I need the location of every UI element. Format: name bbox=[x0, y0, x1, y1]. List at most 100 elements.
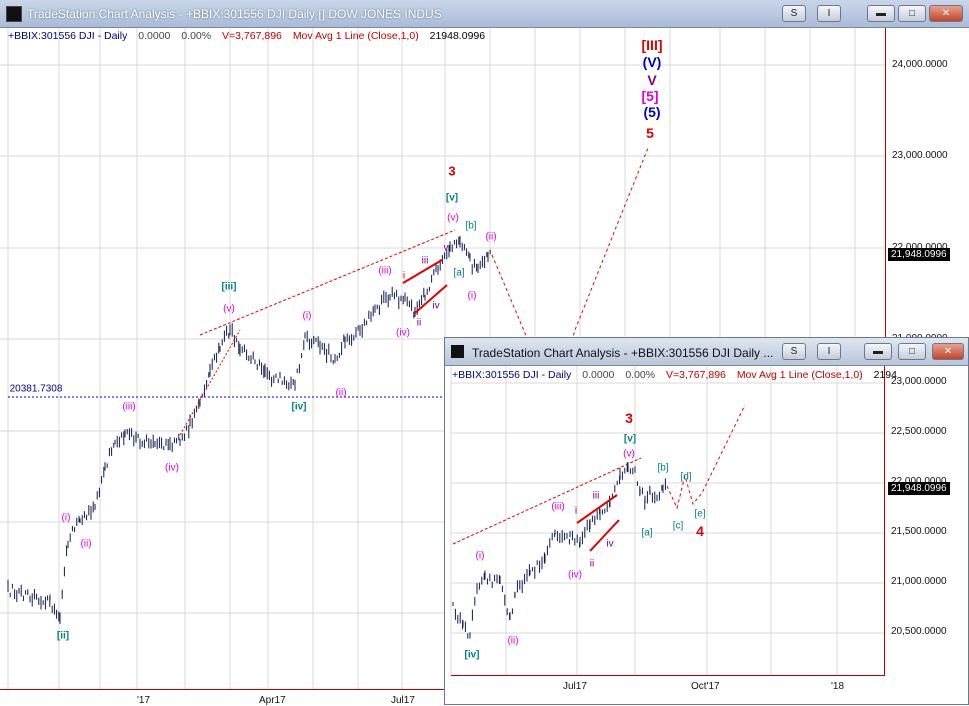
wave-label: (iii) bbox=[122, 401, 136, 413]
inset-minimize-button[interactable]: ▬ bbox=[864, 343, 892, 360]
y-tick: 22,000.0000 bbox=[892, 242, 948, 253]
legend-change: 0.0000 bbox=[138, 30, 171, 42]
channel-line bbox=[199, 229, 456, 336]
wave-label: (iii) bbox=[551, 501, 565, 513]
horizontal-level-label: 20381.7308 bbox=[9, 383, 63, 395]
y-tick: 24,000.0000 bbox=[892, 59, 948, 70]
wave-label: [c] bbox=[672, 520, 684, 532]
channel-line bbox=[452, 457, 642, 545]
wave-label: [a] bbox=[453, 267, 465, 279]
inset-trendlines bbox=[452, 404, 746, 552]
x-tick: '17 bbox=[137, 695, 151, 706]
legend-pct: 0.00% bbox=[181, 30, 212, 42]
last-price-marker: 21,948.0996 bbox=[888, 248, 950, 261]
main-time-axis-line bbox=[0, 689, 885, 690]
main-title-bar[interactable]: TradeStation Chart Analysis - +BBIX:3015… bbox=[0, 0, 969, 28]
wave-label: [v] bbox=[623, 433, 637, 445]
symbol-link-button[interactable]: S bbox=[782, 5, 806, 22]
wave-label: [e] bbox=[694, 508, 706, 520]
wave-label: [a] bbox=[641, 527, 653, 539]
inset-price-bars bbox=[452, 462, 666, 639]
wave-label: (ii) bbox=[335, 387, 347, 399]
x-tick: Apr17 bbox=[259, 695, 286, 706]
inset-x-tick: Oct'17 bbox=[691, 681, 720, 692]
wave-label: (ii) bbox=[507, 635, 519, 647]
inset-y-tick: 21,000.0000 bbox=[891, 576, 947, 587]
channel-line bbox=[179, 329, 241, 436]
wave-label: [iv] bbox=[291, 401, 307, 413]
wave-label: (v) bbox=[223, 303, 235, 315]
inset-legend-change: 0.0000 bbox=[582, 369, 615, 381]
wave-label: [ii] bbox=[56, 630, 70, 642]
inset-maximize-button[interactable]: □ bbox=[898, 343, 926, 360]
inset-time-axis-line bbox=[451, 675, 884, 676]
wedge-lower-line bbox=[414, 284, 448, 314]
wave-label: (iv) bbox=[165, 462, 179, 474]
inset-title-bar[interactable]: TradeStation Chart Analysis - +BBIX:3015… bbox=[445, 338, 968, 366]
inset-app-icon bbox=[451, 345, 464, 358]
inset-close-button[interactable]: ✕ bbox=[932, 343, 964, 360]
wave-label: 4 bbox=[696, 523, 704, 539]
inset-legend-pct: 0.00% bbox=[625, 369, 656, 381]
wave-label: [v] bbox=[445, 192, 459, 204]
inset-indicator-button[interactable]: I bbox=[817, 343, 841, 360]
inset-price-chart[interactable] bbox=[445, 338, 969, 705]
wave-label: (5) bbox=[643, 104, 661, 120]
wave-label: i bbox=[402, 270, 406, 282]
inset-legend-last: 2194 bbox=[873, 369, 897, 381]
wave-label: (v) bbox=[623, 448, 635, 460]
wave-label: [d] bbox=[680, 471, 692, 483]
wave-label: [b] bbox=[657, 462, 669, 474]
inset-chart-window[interactable]: TradeStation Chart Analysis - +BBIX:3015… bbox=[444, 337, 969, 705]
wedge-lower-line bbox=[589, 519, 620, 552]
y-tick: 23,000.0000 bbox=[892, 150, 948, 161]
x-tick: Jul17 bbox=[391, 695, 415, 706]
wave-label: (i) bbox=[475, 550, 485, 562]
projection-path bbox=[666, 404, 746, 510]
wave-label: iv bbox=[432, 300, 440, 312]
maximize-button[interactable]: □ bbox=[898, 5, 926, 22]
wave-label: ii bbox=[589, 558, 595, 570]
main-legend: +BBIX:301556 DJI - Daily 0.0000 0.00% V=… bbox=[8, 30, 493, 42]
wave-label: i bbox=[574, 505, 578, 517]
close-button[interactable]: ✕ bbox=[929, 5, 963, 22]
inset-legend-volume: V=3,767,896 bbox=[666, 369, 726, 381]
wave-label: 3 bbox=[625, 410, 633, 426]
wedge-upper-line bbox=[576, 494, 618, 524]
wave-label: 3 bbox=[448, 163, 456, 179]
inset-price-axis-line bbox=[884, 366, 885, 676]
wave-label: [III] bbox=[641, 37, 663, 53]
wave-label: 5 bbox=[646, 125, 654, 141]
wave-label: [iii] bbox=[221, 281, 237, 293]
minimize-button[interactable]: ▬ bbox=[867, 5, 895, 22]
inset-symbol-link-button[interactable]: S bbox=[782, 343, 806, 360]
wave-label: (V) bbox=[642, 54, 662, 70]
inset-y-tick: 22,000.0000 bbox=[891, 476, 947, 487]
inset-legend-symbol: +BBIX:301556 DJI - Daily bbox=[452, 369, 572, 381]
wave-label: (iv) bbox=[568, 569, 582, 581]
wave-label: ii bbox=[416, 317, 422, 329]
inset-legend: +BBIX:301556 DJI - Daily 0.0000 0.00% V=… bbox=[452, 369, 905, 381]
inset-legend-indicator: Mov Avg 1 Line (Close,1,0) bbox=[736, 369, 863, 381]
wave-label: v bbox=[443, 242, 449, 254]
window-title: TradeStation Chart Analysis - +BBIX:3015… bbox=[27, 7, 442, 21]
wave-label: (i) bbox=[61, 512, 71, 524]
legend-symbol: +BBIX:301556 DJI - Daily bbox=[8, 30, 128, 42]
inset-x-tick: '18 bbox=[831, 681, 845, 692]
legend-volume: V=3,767,896 bbox=[222, 30, 282, 42]
wave-label: [iv] bbox=[464, 649, 480, 661]
wedge-upper-line bbox=[402, 259, 443, 284]
wave-label: (i) bbox=[302, 310, 312, 322]
wave-label: V bbox=[647, 72, 657, 88]
wave-label: [b] bbox=[465, 220, 477, 232]
inset-last-price-marker: 21,948.0996 bbox=[888, 482, 950, 495]
inset-window-title: TradeStation Chart Analysis - +BBIX:3015… bbox=[472, 346, 774, 360]
indicator-button[interactable]: I bbox=[817, 5, 841, 22]
legend-indicator: Mov Avg 1 Line (Close,1,0) bbox=[292, 30, 419, 42]
inset-y-tick: 20,500.0000 bbox=[891, 626, 947, 637]
wave-label: (iv) bbox=[396, 327, 410, 339]
wave-label: (ii) bbox=[80, 538, 92, 550]
app-icon bbox=[6, 6, 22, 22]
wave-label: (v) bbox=[447, 212, 459, 224]
inset-x-tick: Jul17 bbox=[563, 681, 587, 692]
